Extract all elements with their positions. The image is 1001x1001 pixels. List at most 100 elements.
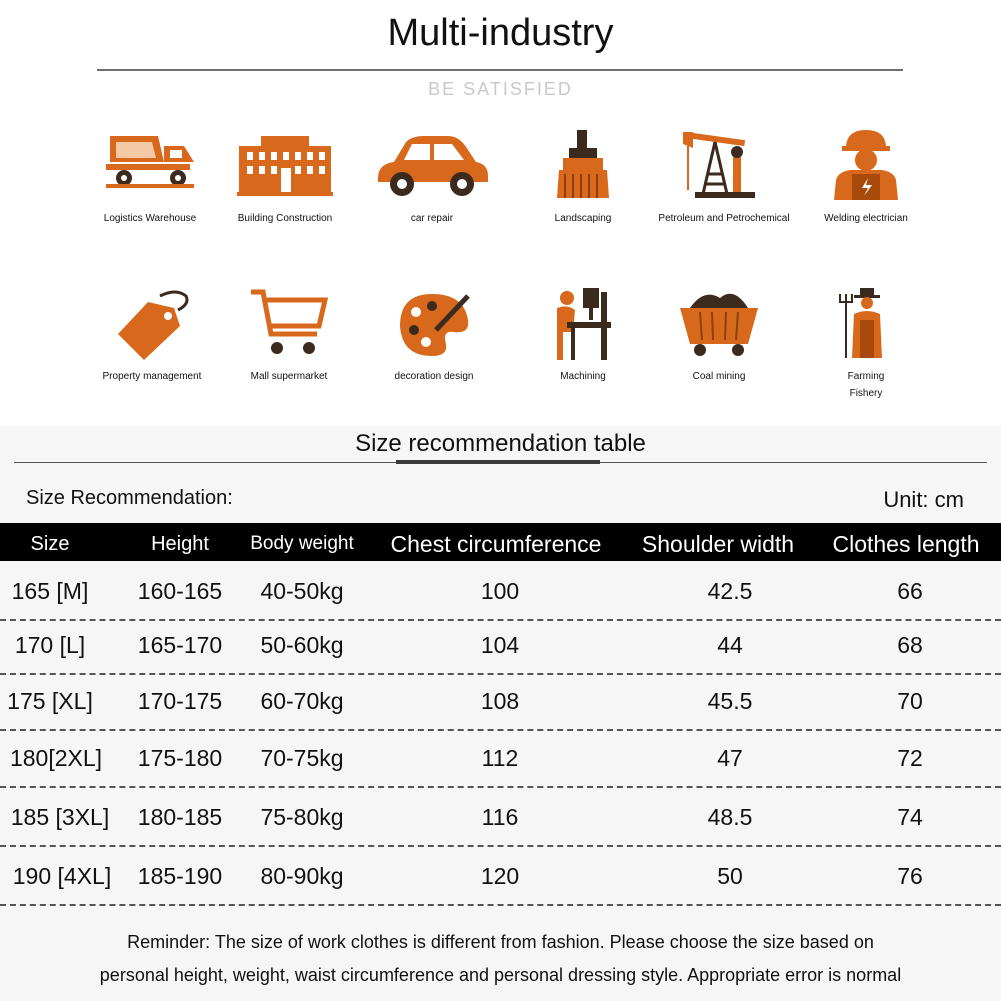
shoulder-cell: 48.5 [707, 804, 753, 830]
chest-cell: 112 [481, 745, 519, 771]
shoulder-cell: 50 [717, 863, 743, 889]
industry-section: Multi-industry BE SATISFIED Logistics Wa… [0, 0, 1001, 426]
weight-cell: 40-50kg [260, 578, 344, 604]
industry-item: Machining [503, 286, 663, 385]
industry-label: Mall supermarket [250, 371, 328, 382]
industry-item: decoration design [354, 286, 514, 385]
clothes-length-cell: 74 [897, 804, 923, 830]
farmer-icon [839, 288, 882, 358]
clothes-length-cell: 72 [897, 745, 923, 771]
height-cell: 170-175 [137, 688, 223, 714]
brush-icon [557, 130, 609, 198]
row-divider [0, 619, 1001, 621]
shoulder-cell: 42.5 [707, 578, 753, 604]
page-title: Multi-industry [387, 12, 614, 54]
industry-item: Landscaping [503, 128, 663, 227]
oil-pump-icon [683, 131, 755, 198]
row-divider [0, 729, 1001, 731]
table-row: 170 [L] 165-170 50-60kg 104 44 68 [0, 616, 1001, 675]
header-chest: Chest circumference [390, 531, 602, 557]
industry-label: decoration design [394, 371, 474, 382]
industry-item: Petroleum and Petrochemical [644, 128, 804, 227]
shoulder-cell: 44 [717, 632, 743, 658]
worker-icon [834, 130, 898, 200]
weight-cell: 60-70kg [260, 688, 344, 714]
header-shoulder: Shoulder width [641, 531, 795, 557]
industry-label: Property management [102, 371, 202, 382]
size-cell: 165 [M] [11, 578, 89, 604]
clothes-length-cell: 70 [897, 688, 923, 714]
title-divider [97, 69, 903, 71]
height-cell: 175-180 [137, 745, 223, 771]
chest-cell: 104 [480, 632, 520, 658]
size-cell: 170 [L] [14, 632, 86, 658]
size-cell: 175 [XL] [7, 688, 93, 714]
chest-cell: 108 [480, 688, 520, 714]
header-height: Height [151, 533, 209, 555]
row-divider [0, 673, 1001, 675]
reminder-line: Reminder: The size of work clothes is di… [127, 932, 874, 952]
industry-label: Coal mining [692, 371, 746, 382]
building-icon [237, 136, 333, 196]
industry-item: Building Construction [205, 128, 365, 227]
height-cell: 185-190 [137, 863, 223, 889]
size-cell: 180[2XL] [9, 745, 103, 771]
unit-label: Unit: cm [883, 487, 964, 512]
header-clothes-length: Clothes length [832, 531, 980, 557]
cement-truck-icon [106, 136, 194, 188]
shoulder-cell: 47 [717, 745, 743, 771]
industry-item: Logistics Warehouse [70, 128, 230, 227]
industry-item: Property management [72, 286, 232, 385]
industry-label: Farming Fishery [847, 371, 885, 399]
table-row: 175 [XL] 170-175 60-70kg 108 45.5 70 [0, 672, 1001, 731]
size-cell: 185 [3XL] [10, 804, 110, 830]
size-table-header: Size Height Body weight Chest circumfere… [0, 523, 1001, 561]
height-cell: 165-170 [137, 632, 223, 658]
clothes-length-cell: 68 [897, 632, 923, 658]
table-row: 185 [3XL] 180-185 75-80kg 116 48.5 74 [0, 788, 1001, 847]
chest-cell: 116 [481, 804, 519, 830]
industry-label: Petroleum and Petrochemical [658, 213, 790, 224]
price-tag-icon [118, 290, 189, 360]
chest-cell: 100 [480, 578, 520, 604]
industry-label: Welding electrician [824, 213, 908, 224]
height-cell: 180-185 [137, 804, 223, 830]
shopping-cart-icon [251, 289, 329, 354]
row-divider [0, 845, 1001, 847]
reminder-note: Reminder: The size of work clothes is di… [0, 926, 1001, 992]
chest-cell: 120 [480, 863, 520, 889]
industry-label: Building Construction [237, 213, 333, 224]
size-cell: 190 [4XL] [12, 863, 112, 889]
car-icon [378, 136, 488, 196]
height-cell: 160-165 [137, 578, 223, 604]
header-size: Size [30, 533, 70, 555]
industry-label: car repair [410, 213, 454, 224]
table-row: 190 [4XL] 185-190 80-90kg 120 50 76 [0, 847, 1001, 906]
page-subtitle: BE SATISFIED [428, 79, 573, 99]
size-title-accent [396, 460, 600, 464]
size-table-title: Size recommendation table [355, 430, 646, 457]
industry-item: Coal mining [639, 286, 799, 385]
industry-label: Logistics Warehouse [103, 213, 197, 224]
industry-label: Landscaping [554, 213, 612, 224]
industry-item: car repair [352, 128, 512, 227]
industry-label: Machining [560, 371, 606, 382]
weight-cell: 50-60kg [260, 632, 344, 658]
table-row: 180[2XL] 175-180 70-75kg 112 47 72 [0, 729, 1001, 788]
table-row: 165 [M] 160-165 40-50kg 100 42.5 66 [0, 562, 1001, 621]
reminder-line: personal height, weight, waist circumfer… [99, 965, 902, 985]
industry-item: Welding electrician [786, 128, 946, 227]
size-recommendation-label: Size Recommendation: [26, 487, 233, 509]
industry-item: Farming Fishery [786, 286, 946, 402]
shoulder-cell: 45.5 [707, 688, 753, 714]
row-divider [0, 786, 1001, 788]
clothes-length-cell: 76 [897, 863, 923, 889]
mine-cart-icon [680, 293, 758, 356]
drill-press-icon [557, 288, 611, 360]
palette-icon [400, 294, 470, 356]
clothes-length-cell: 66 [897, 578, 923, 604]
weight-cell: 80-90kg [260, 863, 344, 889]
weight-cell: 70-75kg [260, 745, 344, 771]
weight-cell: 75-80kg [260, 804, 344, 830]
header-body-weight: Body weight [250, 533, 354, 554]
